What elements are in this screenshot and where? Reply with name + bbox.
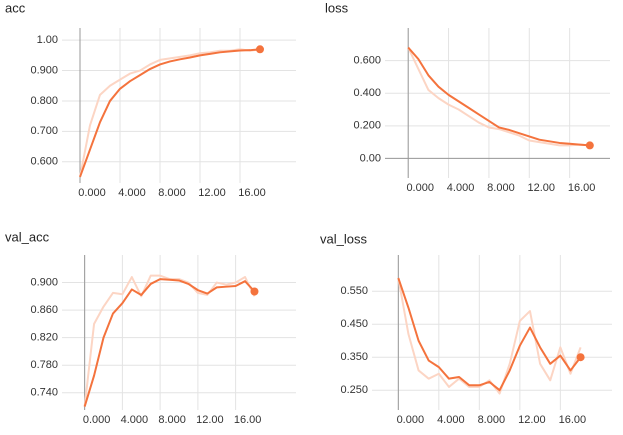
y-tick-label: 0.780 <box>30 359 58 371</box>
last-point <box>576 353 585 362</box>
chart-title: val_loss <box>320 231 367 246</box>
x-tick-label: 0.000 <box>78 187 106 199</box>
chart-title: val_acc <box>5 229 50 244</box>
y-tick-label: 0.400 <box>353 87 381 99</box>
last-point <box>256 45 264 54</box>
y-tick-label: 0.820 <box>30 332 58 344</box>
y-tick-label: 0.700 <box>30 125 58 137</box>
x-tick-label: 8.000 <box>158 414 186 426</box>
y-tick-label: 0.250 <box>340 384 368 396</box>
x-tick-label: 16.00 <box>568 182 596 194</box>
y-tick-label: 0.800 <box>30 95 58 107</box>
chart-title: acc <box>5 0 26 15</box>
x-tick-label: 4.000 <box>121 414 149 426</box>
series-line <box>407 46 590 147</box>
x-tick-label: 12.00 <box>198 187 226 199</box>
y-tick-label: 0.740 <box>30 387 58 399</box>
y-tick-label: 1.00 <box>37 34 58 46</box>
x-tick-label: 0.000 <box>406 182 434 194</box>
x-tick-label: 16.00 <box>234 414 262 426</box>
series-line <box>407 47 590 147</box>
x-tick-label: 4.000 <box>447 182 475 194</box>
x-tick-label: 4.000 <box>437 414 465 426</box>
series-line <box>79 48 261 178</box>
x-tick-label: 16.00 <box>559 414 587 426</box>
series-line <box>83 274 256 407</box>
x-tick-label: 8.000 <box>158 187 186 199</box>
x-tick-label: 0.000 <box>397 414 425 426</box>
x-tick-label: 0.000 <box>83 414 111 426</box>
x-tick-label: 12.00 <box>528 182 556 194</box>
x-tick-label: 12.00 <box>196 414 224 426</box>
series-line <box>397 277 582 392</box>
x-tick-label: 12.00 <box>518 414 546 426</box>
y-tick-label: 0.450 <box>340 318 368 330</box>
y-tick-label: 0.600 <box>30 156 58 168</box>
last-point <box>585 141 594 150</box>
y-tick-label: 0.00 <box>360 152 381 164</box>
chart-title: loss <box>325 0 349 15</box>
y-tick-label: 0.350 <box>340 351 368 363</box>
x-tick-label: 8.000 <box>487 182 515 194</box>
x-tick-label: 4.000 <box>118 187 146 199</box>
last-point <box>250 287 259 296</box>
x-tick-label: 16.00 <box>238 187 266 199</box>
y-tick-label: 0.900 <box>30 64 58 76</box>
series-line <box>397 277 582 395</box>
x-tick-label: 8.000 <box>478 414 506 426</box>
y-tick-label: 0.860 <box>30 304 58 316</box>
y-tick-label: 0.600 <box>353 55 381 67</box>
y-tick-label: 0.200 <box>353 120 381 132</box>
series-line <box>79 48 261 178</box>
y-tick-label: 0.900 <box>30 276 58 288</box>
y-tick-label: 0.550 <box>340 285 368 297</box>
series-line <box>83 278 256 407</box>
